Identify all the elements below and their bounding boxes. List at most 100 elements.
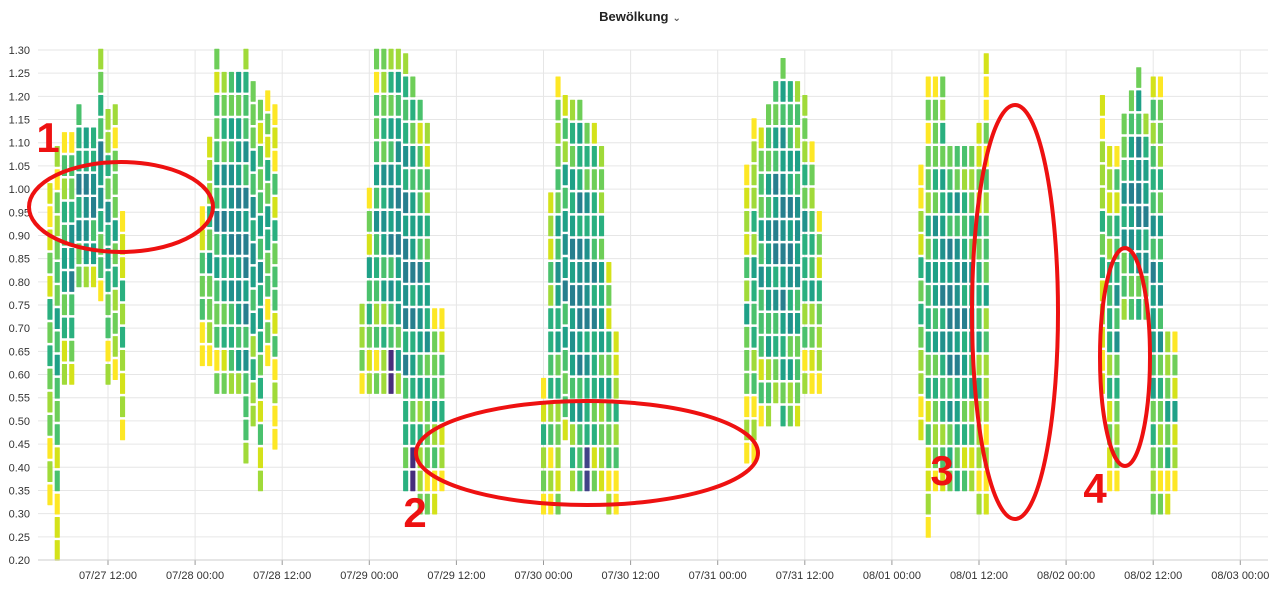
- heatmap-cell: [555, 238, 561, 260]
- heatmap-cell: [83, 150, 89, 172]
- heatmap-cell: [1099, 234, 1105, 255]
- heatmap-cell: [236, 95, 242, 116]
- heatmap-cell: [221, 350, 227, 371]
- heatmap-cell: [766, 382, 772, 404]
- heatmap-cell: [983, 401, 989, 422]
- heatmap-cell: [265, 345, 271, 367]
- heatmap-cell: [802, 373, 808, 394]
- heatmap-cell: [388, 350, 394, 371]
- heatmap-cell: [983, 53, 989, 74]
- heatmap-cell: [243, 257, 249, 278]
- heatmap-cell: [591, 308, 597, 329]
- heatmap-cell: [214, 303, 220, 325]
- heatmap-cell: [548, 238, 554, 260]
- heatmap-cell: [555, 215, 561, 237]
- heatmap-cell: [91, 220, 97, 241]
- heatmap-cell: [570, 447, 576, 469]
- heatmap-cell: [1128, 113, 1134, 135]
- heatmap-cell: [1165, 470, 1171, 492]
- heatmap-cell: [570, 169, 576, 190]
- heatmap-cell: [940, 192, 946, 214]
- heatmap-cell: [606, 331, 612, 353]
- heatmap-cell: [744, 164, 750, 186]
- heatmap-cell: [61, 317, 67, 339]
- heatmap-cell: [809, 303, 815, 325]
- heatmap-cell: [236, 234, 242, 255]
- heatmap-cell: [751, 257, 757, 278]
- heatmap-cell: [947, 331, 953, 353]
- heatmap-cell: [257, 470, 263, 492]
- x-tick-label: 07/30 12:00: [602, 570, 660, 582]
- heatmap-cell: [795, 405, 801, 427]
- y-tick-label: 0.90: [9, 230, 30, 242]
- x-tick-label: 08/02 12:00: [1124, 570, 1182, 582]
- heatmap-cell: [54, 146, 60, 167]
- heatmap-cell: [584, 470, 590, 492]
- annotations: 1 2 3 4: [27, 103, 1152, 536]
- x-tick-label: 07/28 12:00: [253, 570, 311, 582]
- heatmap-cell: [925, 517, 931, 538]
- heatmap-cell: [120, 303, 126, 325]
- heatmap-cell: [272, 197, 278, 218]
- annotation-ellipse-2: [414, 399, 760, 507]
- heatmap-cell: [1143, 160, 1149, 181]
- heatmap-cell: [599, 285, 605, 306]
- heatmap-cell: [47, 252, 53, 274]
- heatmap-cell: [925, 493, 931, 515]
- heatmap-cell: [83, 220, 89, 241]
- heatmap-cell: [112, 197, 118, 218]
- heatmap-cell: [962, 262, 968, 283]
- heatmap-cell: [228, 303, 234, 325]
- heatmap-cell: [1114, 215, 1120, 237]
- heatmap-cell: [1114, 308, 1120, 329]
- heatmap-cell: [61, 271, 67, 292]
- heatmap-cell: [932, 238, 938, 260]
- heatmap-cell: [359, 326, 365, 348]
- annotation-ellipse-3: [970, 103, 1060, 521]
- heatmap-cell: [591, 354, 597, 376]
- heatmap-cell: [613, 470, 619, 492]
- heatmap-cell: [570, 308, 576, 329]
- heatmap-cell: [562, 118, 568, 139]
- heatmap-cell: [54, 331, 60, 353]
- heatmap-cell: [555, 262, 561, 283]
- heatmap-cell: [780, 289, 786, 311]
- heatmap-cell: [773, 173, 779, 195]
- heatmap-cell: [983, 215, 989, 237]
- heatmap-cell: [228, 234, 234, 255]
- heatmap-cell: [548, 377, 554, 399]
- heatmap-cell: [766, 336, 772, 357]
- heatmap-cell: [403, 146, 409, 167]
- heatmap-cell: [969, 192, 975, 214]
- heatmap-cell: [555, 447, 561, 469]
- chart-title-dropdown[interactable]: Bewölkung ⌄: [599, 9, 681, 24]
- heatmap-cell: [214, 71, 220, 93]
- heatmap-cell: [577, 215, 583, 237]
- heatmap-cell: [120, 419, 126, 441]
- heatmap-cell: [1121, 136, 1127, 158]
- heatmap-cell: [940, 285, 946, 306]
- heatmap-cell: [758, 127, 764, 149]
- heatmap-cell: [381, 257, 387, 278]
- heatmap-cell: [47, 275, 53, 297]
- heatmap-cell: [606, 262, 612, 283]
- y-tick-label: 0.40: [9, 462, 30, 474]
- heatmap-cell: [562, 303, 568, 325]
- heatmap-cell: [120, 396, 126, 418]
- heatmap-cell: [228, 71, 234, 93]
- heatmap-cell: [983, 285, 989, 306]
- heatmap-cell: [925, 215, 931, 237]
- heatmap-cell: [120, 350, 126, 371]
- heatmap-cell: [1114, 377, 1120, 399]
- heatmap-cell: [417, 308, 423, 329]
- heatmap-cell: [1157, 331, 1163, 353]
- heatmap-cell: [424, 493, 430, 515]
- heatmap-cell: [403, 377, 409, 399]
- heatmap-cell: [918, 373, 924, 394]
- heatmap-cell: [744, 234, 750, 255]
- heatmap-cell: [758, 405, 764, 427]
- heatmap-cell: [1172, 354, 1178, 376]
- heatmap-cell: [584, 285, 590, 306]
- heatmap-cell: [962, 377, 968, 399]
- heatmap-cell: [381, 280, 387, 302]
